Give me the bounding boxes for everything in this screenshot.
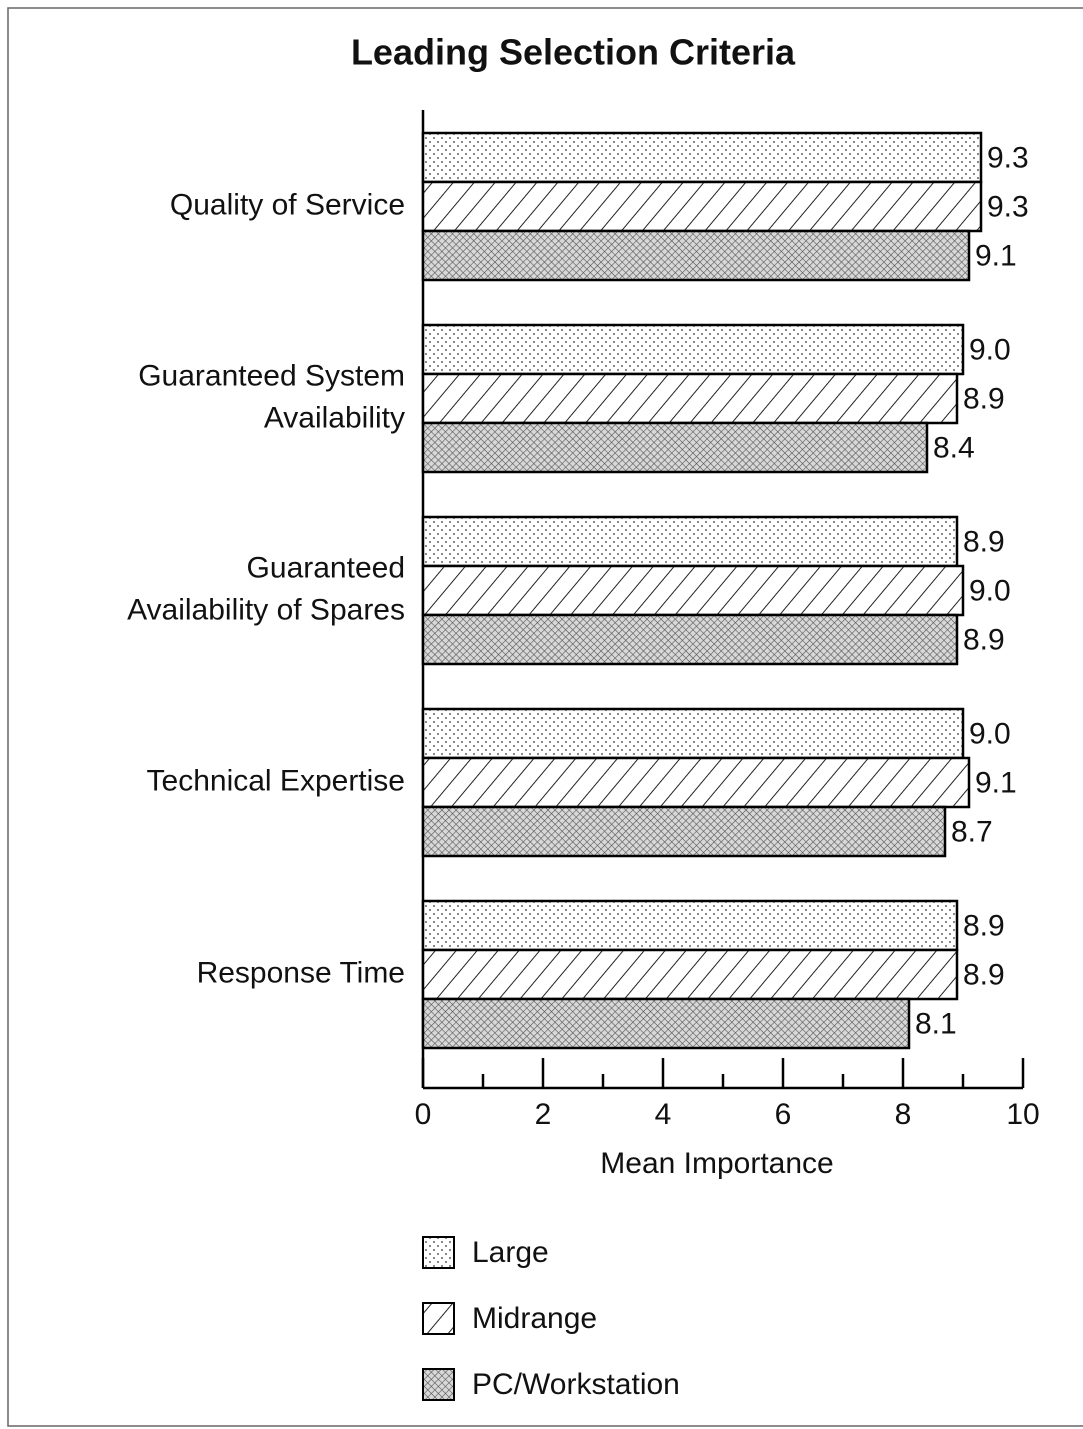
data-label: 9.0 [969, 574, 1011, 607]
frame [7, 7, 1083, 1427]
bar [421, 131, 983, 184]
legend-swatch [422, 1368, 455, 1401]
x-tick-label: 10 [1006, 1098, 1039, 1131]
bar [421, 707, 965, 760]
bar [421, 948, 959, 1001]
bar [421, 229, 971, 282]
data-label: 9.1 [975, 766, 1017, 799]
x-axis-label: Mean Importance [600, 1147, 833, 1180]
data-label: 9.0 [969, 717, 1011, 750]
y-tick-label: Response Time [197, 956, 405, 989]
bar [421, 180, 983, 233]
data-label: 9.3 [987, 190, 1029, 223]
y-tick-label: Technical Expertise [147, 764, 405, 797]
x-tick-label: 6 [775, 1098, 792, 1131]
data-label: 9.0 [969, 333, 1011, 366]
bar [421, 421, 929, 474]
legend-label: PC/Workstation [472, 1368, 680, 1401]
legend-swatch [422, 1302, 455, 1335]
data-label: 8.9 [963, 623, 1005, 656]
x-tick-label: 2 [535, 1098, 552, 1131]
bar [421, 997, 911, 1050]
x-tick-label: 0 [415, 1098, 432, 1131]
data-label: 8.1 [915, 1007, 957, 1040]
data-label: 8.7 [951, 815, 993, 848]
y-tick-label: Guaranteed Availability of Spares [127, 551, 405, 626]
data-label: 8.4 [933, 431, 975, 464]
data-label: 8.9 [963, 382, 1005, 415]
bar [421, 613, 959, 666]
bar [421, 372, 959, 425]
legend-swatch [422, 1236, 455, 1269]
data-label: 9.3 [987, 141, 1029, 174]
legend-label: Large [472, 1236, 549, 1269]
data-label: 8.9 [963, 958, 1005, 991]
y-tick-label: Guaranteed System Availability [138, 359, 405, 434]
bar [421, 756, 971, 809]
bar [421, 323, 965, 376]
data-label: 8.9 [963, 909, 1005, 942]
x-tick-label: 8 [895, 1098, 912, 1131]
bar [421, 515, 959, 568]
x-tick-label: 4 [655, 1098, 672, 1131]
chart-title: Leading Selection Criteria [351, 32, 796, 73]
data-label: 8.9 [963, 525, 1005, 558]
y-tick-label: Quality of Service [170, 188, 405, 221]
data-label: 9.1 [975, 239, 1017, 272]
legend-label: Midrange [472, 1302, 597, 1335]
bar [421, 564, 965, 617]
bar [421, 805, 947, 858]
bar [421, 899, 959, 952]
